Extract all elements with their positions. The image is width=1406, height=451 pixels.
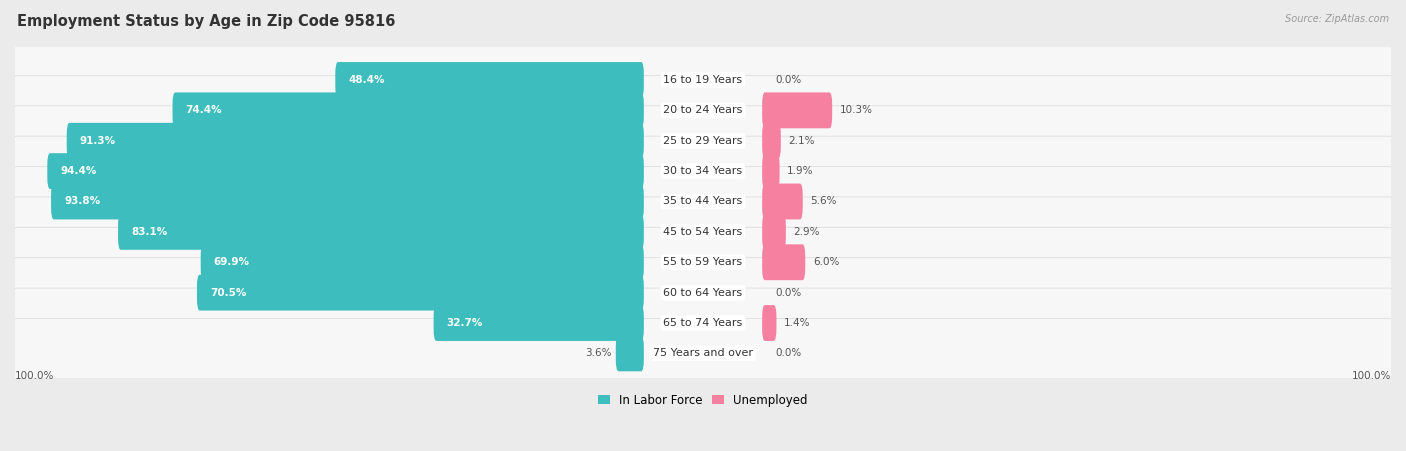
Text: 83.1%: 83.1% <box>131 227 167 237</box>
FancyBboxPatch shape <box>118 214 644 250</box>
FancyBboxPatch shape <box>11 45 1395 115</box>
Text: 20 to 24 Years: 20 to 24 Years <box>664 106 742 115</box>
FancyBboxPatch shape <box>11 136 1395 206</box>
FancyBboxPatch shape <box>197 275 644 311</box>
FancyBboxPatch shape <box>335 62 644 98</box>
Text: 32.7%: 32.7% <box>447 318 484 328</box>
Text: 74.4%: 74.4% <box>186 106 222 115</box>
Text: 0.0%: 0.0% <box>775 75 801 85</box>
Text: 93.8%: 93.8% <box>65 197 100 207</box>
FancyBboxPatch shape <box>762 153 779 189</box>
FancyBboxPatch shape <box>762 184 803 220</box>
FancyBboxPatch shape <box>51 184 644 220</box>
Text: 2.1%: 2.1% <box>789 136 815 146</box>
Legend: In Labor Force, Unemployed: In Labor Force, Unemployed <box>593 389 813 411</box>
Text: 30 to 34 Years: 30 to 34 Years <box>664 166 742 176</box>
Text: 5.6%: 5.6% <box>810 197 837 207</box>
Text: 2.9%: 2.9% <box>793 227 820 237</box>
Text: 10.3%: 10.3% <box>839 106 873 115</box>
Text: 75 Years and over: 75 Years and over <box>652 348 754 359</box>
Text: 16 to 19 Years: 16 to 19 Years <box>664 75 742 85</box>
Text: 91.3%: 91.3% <box>80 136 115 146</box>
Text: 65 to 74 Years: 65 to 74 Years <box>664 318 742 328</box>
Text: Source: ZipAtlas.com: Source: ZipAtlas.com <box>1285 14 1389 23</box>
Text: 0.0%: 0.0% <box>775 348 801 359</box>
FancyBboxPatch shape <box>11 75 1395 145</box>
FancyBboxPatch shape <box>762 92 832 128</box>
FancyBboxPatch shape <box>762 305 776 341</box>
Text: 1.9%: 1.9% <box>787 166 814 176</box>
FancyBboxPatch shape <box>66 123 644 159</box>
Text: 60 to 64 Years: 60 to 64 Years <box>664 288 742 298</box>
FancyBboxPatch shape <box>11 258 1395 327</box>
FancyBboxPatch shape <box>11 227 1395 297</box>
Text: 0.0%: 0.0% <box>775 288 801 298</box>
FancyBboxPatch shape <box>762 214 786 250</box>
Text: 3.6%: 3.6% <box>585 348 612 359</box>
Text: 100.0%: 100.0% <box>1351 371 1391 381</box>
Text: 100.0%: 100.0% <box>15 371 55 381</box>
FancyBboxPatch shape <box>11 288 1395 358</box>
Text: Employment Status by Age in Zip Code 95816: Employment Status by Age in Zip Code 958… <box>17 14 395 28</box>
Text: 1.4%: 1.4% <box>785 318 810 328</box>
Text: 69.9%: 69.9% <box>214 257 250 267</box>
Text: 25 to 29 Years: 25 to 29 Years <box>664 136 742 146</box>
FancyBboxPatch shape <box>201 244 644 280</box>
FancyBboxPatch shape <box>11 197 1395 267</box>
FancyBboxPatch shape <box>48 153 644 189</box>
FancyBboxPatch shape <box>173 92 644 128</box>
FancyBboxPatch shape <box>11 106 1395 176</box>
FancyBboxPatch shape <box>433 305 644 341</box>
FancyBboxPatch shape <box>11 166 1395 236</box>
Text: 48.4%: 48.4% <box>349 75 385 85</box>
Text: 94.4%: 94.4% <box>60 166 97 176</box>
Text: 45 to 54 Years: 45 to 54 Years <box>664 227 742 237</box>
FancyBboxPatch shape <box>762 244 806 280</box>
Text: 35 to 44 Years: 35 to 44 Years <box>664 197 742 207</box>
FancyBboxPatch shape <box>11 318 1395 388</box>
FancyBboxPatch shape <box>616 336 644 371</box>
FancyBboxPatch shape <box>762 123 780 159</box>
Text: 6.0%: 6.0% <box>813 257 839 267</box>
Text: 70.5%: 70.5% <box>209 288 246 298</box>
Text: 55 to 59 Years: 55 to 59 Years <box>664 257 742 267</box>
